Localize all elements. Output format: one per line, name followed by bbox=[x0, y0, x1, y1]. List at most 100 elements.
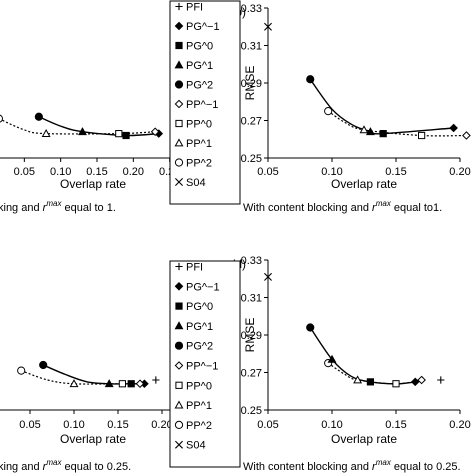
data-point-pfi bbox=[437, 376, 445, 384]
caption-text: With content blocking and bbox=[243, 461, 372, 473]
x-tick-label: 0.10 bbox=[50, 166, 71, 178]
data-point-pp-2 bbox=[0, 114, 3, 123]
x-tick-label: 0.20 bbox=[449, 419, 470, 431]
legend-label: PG^0 bbox=[186, 301, 213, 313]
legend-box: PFI PG^−1 PG^0 PG^1 PG^2 PP^−1 PP^0 PP^1 PP^2 S04 bbox=[169, 0, 241, 205]
data-point-pfi bbox=[152, 376, 160, 384]
data-point-pg-1 bbox=[327, 354, 337, 363]
legend-marker bbox=[174, 21, 184, 31]
chart-panel-d: 0.25 0.27 0.29 0.31 0.33 RMSE 0.05 0.10 0.15 0.20… bbox=[231, 255, 470, 473]
caption-tail: equal to 0.25. bbox=[61, 461, 131, 473]
legend-label: PP^−1 bbox=[186, 361, 218, 373]
legend-marker bbox=[174, 138, 184, 147]
data-point-pp-1 bbox=[135, 379, 145, 389]
legend-marker bbox=[175, 178, 183, 186]
x-tick-label: 0.05 bbox=[257, 419, 278, 431]
pp-curve-line bbox=[327, 362, 422, 385]
data-point-pp-1 bbox=[462, 131, 471, 140]
data-point-pp-0 bbox=[118, 380, 127, 388]
y-axis-label: RMSE bbox=[243, 66, 257, 101]
legend-label: S04 bbox=[186, 440, 206, 452]
data-point-pp-0 bbox=[115, 130, 123, 138]
data-point-s04 bbox=[264, 22, 272, 31]
caption-sup: max bbox=[46, 458, 62, 467]
x-axis-label: Overlap rate bbox=[60, 432, 126, 446]
data-point-pp-2 bbox=[324, 107, 333, 116]
x-axis-label: Overlap rate bbox=[331, 177, 397, 191]
legend-label: PG^1 bbox=[186, 60, 213, 72]
legend-label: PP^2 bbox=[186, 420, 212, 432]
legend-label: PG^1 bbox=[186, 321, 213, 333]
data-point-pp-1 bbox=[417, 375, 426, 385]
x-tick-label: 0.05 bbox=[14, 166, 35, 178]
legend-marker bbox=[175, 41, 183, 50]
data-point-pg-1 bbox=[365, 127, 375, 136]
caption-text: With content blocking and bbox=[243, 202, 372, 214]
data-point-pg-0 bbox=[379, 130, 387, 138]
x-tick-label: 0.05 bbox=[19, 419, 40, 431]
data-point-pg-2 bbox=[306, 75, 315, 84]
legend-marker bbox=[175, 381, 183, 389]
legend-marker bbox=[174, 80, 184, 89]
pg-curve-line bbox=[309, 78, 454, 135]
legend-label: PFI bbox=[186, 2, 203, 14]
legend-label: PP^1 bbox=[186, 400, 212, 412]
y-tick-label: 0.27 bbox=[241, 116, 262, 128]
legend-label: PG^2 bbox=[186, 341, 213, 353]
chart-panel-b: 0.25 0.27 0.29 0.31 0.33 RMSE 0.05 0.10 0.15 0.20… bbox=[231, 3, 470, 214]
caption-sup: max bbox=[376, 199, 392, 208]
data-point-pp-0 bbox=[392, 380, 400, 388]
legend-label: PG^0 bbox=[186, 41, 213, 53]
data-point-pp-0 bbox=[418, 131, 426, 140]
x-tick-label: 0.10 bbox=[321, 419, 342, 431]
data-point-pp-1 bbox=[353, 375, 363, 384]
x-axis-label: Overlap rate bbox=[331, 432, 397, 446]
caption-r: r bbox=[372, 461, 377, 473]
y-tick-label: 0.33 bbox=[241, 3, 262, 15]
data-point-pg-1 bbox=[78, 127, 87, 136]
data-point-pg-0 bbox=[122, 131, 130, 140]
x-axis-label: Overlap rate bbox=[60, 177, 126, 191]
data-point-pp-1 bbox=[69, 379, 79, 388]
pg-curve-line bbox=[309, 327, 416, 385]
caption-r: r bbox=[43, 202, 48, 214]
legend-marker bbox=[175, 2, 183, 11]
panel-caption: king and rmax equal to 1. bbox=[0, 199, 116, 214]
caption-tail: equal to1. bbox=[391, 202, 442, 214]
legend-marker bbox=[174, 281, 184, 291]
panel-caption: With content blocking and rmax equal to1… bbox=[243, 199, 442, 214]
data-point-pp-1 bbox=[359, 125, 369, 134]
x-tick-label: 0.10 bbox=[63, 419, 84, 431]
x-tick-label: 0.10 bbox=[321, 166, 342, 178]
legend-marker bbox=[175, 262, 183, 271]
caption-tail: equal to 0.25. bbox=[391, 461, 461, 473]
legend-label: PFI bbox=[186, 262, 203, 274]
data-point-pg-2 bbox=[306, 323, 315, 332]
legend-box: PFI PG^−1 PG^0 PG^1 PG^2 PP^−1 PP^0 PP^1 PP^2 S04 bbox=[169, 260, 241, 468]
caption-sup: max bbox=[376, 458, 392, 467]
x-tick-label: 0.15 bbox=[385, 166, 406, 178]
y-tick-label: 0.29 bbox=[241, 330, 262, 342]
legend-label: PG^−1 bbox=[186, 21, 220, 33]
x-tick-label: 0.20 bbox=[123, 166, 144, 178]
x-tick-label: 0.15 bbox=[86, 166, 107, 178]
legend-label: S04 bbox=[186, 177, 206, 189]
caption-text: king and bbox=[0, 461, 43, 473]
x-tick-label: 0.15 bbox=[385, 419, 406, 431]
data-point-pg-0 bbox=[366, 378, 374, 386]
legend-label: PG^2 bbox=[186, 80, 213, 92]
data-point-pg-0 bbox=[127, 380, 135, 388]
caption-text: king and bbox=[0, 202, 43, 214]
legend-marker bbox=[174, 361, 184, 370]
data-point-pg-2 bbox=[39, 360, 48, 370]
legend-label: PP^1 bbox=[186, 138, 212, 150]
legend-label: PP^−1 bbox=[186, 99, 218, 111]
legend-marker bbox=[174, 341, 184, 350]
legend-marker bbox=[174, 420, 184, 429]
legend-label: PP^2 bbox=[186, 158, 212, 170]
y-tick-label: 0.33 bbox=[241, 255, 262, 267]
x-tick-label: 0.05 bbox=[257, 166, 278, 178]
caption-r: r bbox=[43, 461, 48, 473]
x-tick-label: 0.15 bbox=[107, 419, 128, 431]
